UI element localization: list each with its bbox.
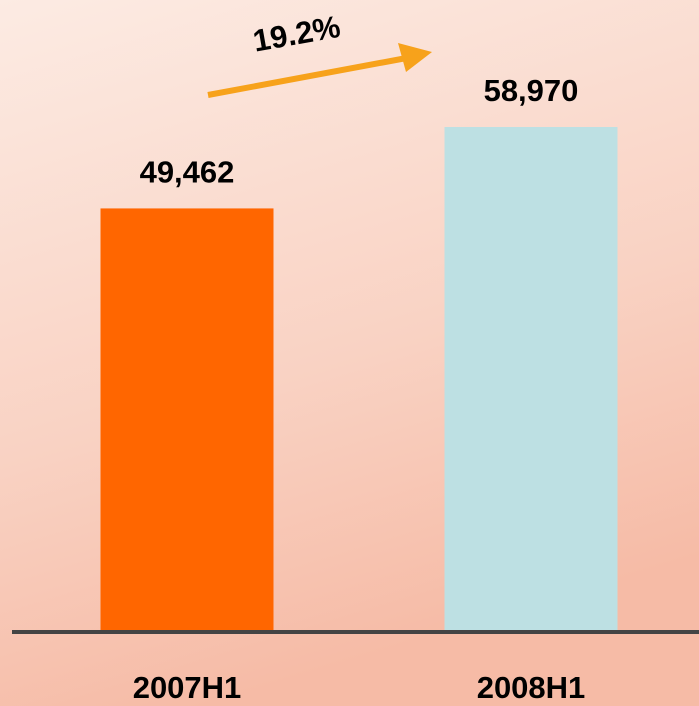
growth-arrow <box>207 43 432 98</box>
arrow-head <box>398 43 432 72</box>
value-label: 58,970 <box>484 73 579 108</box>
bar <box>444 127 618 632</box>
value-label: 49,462 <box>140 155 235 190</box>
x-tick-label: 2007H1 <box>133 670 242 705</box>
x-tick-label: 2008H1 <box>477 670 586 705</box>
bar <box>100 208 274 632</box>
arrow-shaft <box>207 54 413 98</box>
